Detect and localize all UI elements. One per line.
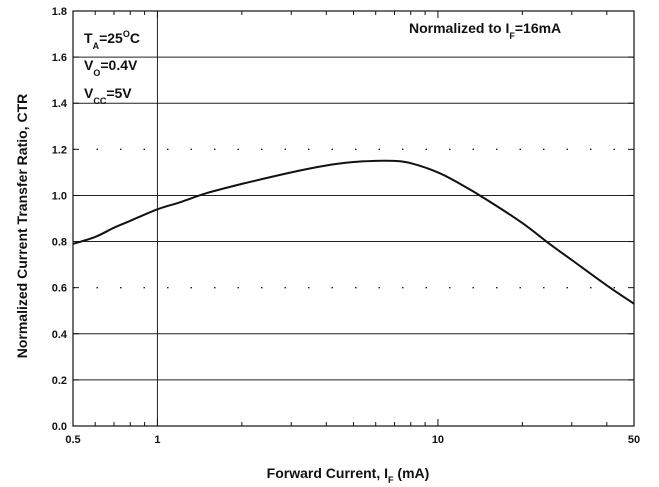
ctr-curve: [72, 159, 635, 305]
x-tick-label: 50: [628, 434, 640, 446]
vo-annotation: VO=0.4V: [84, 57, 138, 78]
x-tick-label: 10: [432, 434, 444, 446]
y-tick-label: 0.6: [52, 283, 67, 295]
x-tick-label: 0.5: [65, 434, 80, 446]
grid: [73, 11, 634, 426]
ta-annotation: TA=25OC: [84, 29, 140, 51]
ticks: 0.0 0.2 0.4 0.6 0.8 1.0 1.2 1.4 1.6 1.8 0.5 1 10 50: [52, 6, 640, 446]
series-layer: [72, 159, 635, 305]
x-axis-label: Forward Current, IF (mA): [267, 465, 430, 485]
y-tick-label: 1.4: [52, 98, 68, 110]
vcc-annotation: VCC=5V: [84, 85, 132, 106]
y-tick-label: 0.4: [52, 329, 68, 341]
y-tick-label: 0.0: [52, 421, 67, 433]
y-tick-label: 0.8: [52, 237, 67, 249]
y-tick-label: 1.0: [52, 190, 67, 202]
x-tick-label: 1: [154, 434, 160, 446]
y-tick-label: 0.2: [52, 375, 67, 387]
y-tick-label: 1.6: [52, 52, 67, 64]
normalization-note: Normalized to IF=16mA: [409, 20, 561, 41]
plot-frame: [72, 10, 635, 427]
y-tick-label: 1.8: [52, 6, 67, 18]
y-axis-label: Normalized Current Transfer Ratio, CTR: [14, 94, 30, 359]
y-tick-label: 1.2: [52, 144, 67, 156]
